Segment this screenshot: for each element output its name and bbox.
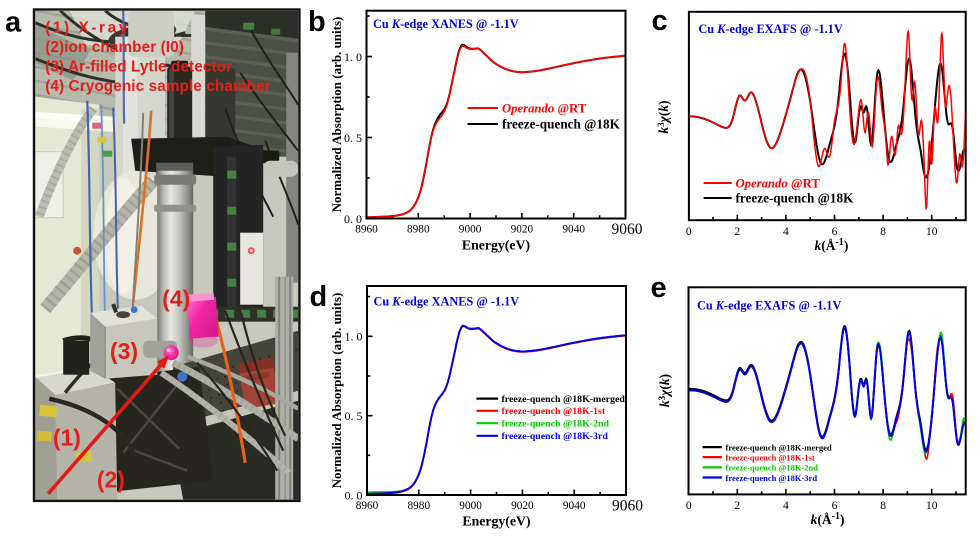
svg-text:Operando @RT: Operando @RT bbox=[736, 176, 821, 190]
svg-text:8: 8 bbox=[880, 500, 886, 512]
svg-text:4: 4 bbox=[783, 226, 789, 238]
svg-text:Cu K-edge XANES @ -1.1V: Cu K-edge XANES @ -1.1V bbox=[373, 17, 519, 31]
svg-text:d: d bbox=[310, 281, 328, 313]
svg-text:Operando @RT: Operando @RT bbox=[502, 101, 587, 115]
svg-text:freeze-quench @18K-3rd: freeze-quench @18K-3rd bbox=[726, 473, 818, 483]
svg-text:k(Å-1): k(Å-1) bbox=[814, 237, 848, 253]
svg-text:6: 6 bbox=[832, 226, 838, 238]
svg-text:c: c bbox=[652, 5, 668, 37]
svg-text:0. 0: 0. 0 bbox=[344, 212, 362, 226]
svg-text:e: e bbox=[651, 272, 667, 304]
svg-text:(1) X-ray: (1) X-ray bbox=[45, 20, 130, 37]
svg-text:Normalized Absorption (arb. un: Normalized Absorption (arb. units) bbox=[329, 17, 344, 213]
svg-text:k3χ(k): k3χ(k) bbox=[657, 374, 672, 407]
svg-text:2: 2 bbox=[734, 500, 740, 512]
svg-text:freeze-quench @18K-merged: freeze-quench @18K-merged bbox=[726, 442, 832, 452]
svg-text:freeze-quench @18K-1st: freeze-quench @18K-1st bbox=[726, 452, 815, 462]
svg-text:Cu K-edge XANES @ -1.1V: Cu K-edge XANES @ -1.1V bbox=[374, 295, 520, 309]
svg-text:0. 5: 0. 5 bbox=[344, 131, 362, 145]
svg-text:8980: 8980 bbox=[408, 500, 431, 512]
svg-text:8980: 8980 bbox=[407, 224, 430, 236]
svg-text:(3): (3) bbox=[110, 338, 138, 364]
svg-text:(2)ion chamber (I0): (2)ion chamber (I0) bbox=[45, 39, 184, 56]
svg-text:9000: 9000 bbox=[459, 224, 482, 236]
svg-text:Energy(eV): Energy(eV) bbox=[462, 237, 530, 253]
svg-text:6: 6 bbox=[832, 500, 838, 512]
svg-text:9060: 9060 bbox=[612, 221, 643, 238]
svg-text:freeze-quench @18K-merged: freeze-quench @18K-merged bbox=[502, 394, 626, 405]
svg-text:freeze-quench @18K-2nd: freeze-quench @18K-2nd bbox=[726, 463, 819, 473]
svg-text:k(Å-1): k(Å-1) bbox=[811, 511, 845, 527]
svg-text:Cu K-edge EXAFS @ -1.1V: Cu K-edge EXAFS @ -1.1V bbox=[698, 22, 842, 36]
svg-text:9020: 9020 bbox=[511, 500, 534, 512]
svg-text:8: 8 bbox=[880, 226, 886, 238]
svg-text:0: 0 bbox=[686, 500, 692, 512]
svg-text:1. 0: 1. 0 bbox=[345, 330, 363, 344]
svg-text:2: 2 bbox=[734, 226, 740, 238]
svg-text:freeze-quench @18K-2nd: freeze-quench @18K-2nd bbox=[502, 419, 610, 430]
svg-text:10: 10 bbox=[926, 500, 938, 512]
svg-text:8960: 8960 bbox=[355, 224, 378, 236]
svg-text:9000: 9000 bbox=[459, 500, 482, 512]
svg-text:(4): (4) bbox=[162, 285, 190, 311]
svg-text:Cu K-edge EXAFS @ -1.1V: Cu K-edge EXAFS @ -1.1V bbox=[697, 299, 841, 313]
svg-text:9020: 9020 bbox=[511, 224, 534, 236]
svg-text:(2): (2) bbox=[97, 467, 125, 493]
svg-text:b: b bbox=[308, 6, 326, 38]
svg-text:Energy(eV): Energy(eV) bbox=[462, 514, 530, 530]
svg-text:freeze-quench @18K: freeze-quench @18K bbox=[736, 190, 855, 205]
svg-text:(4) Cryogenic sample chamber: (4) Cryogenic sample chamber bbox=[45, 78, 271, 95]
svg-text:0. 5: 0. 5 bbox=[345, 409, 363, 423]
svg-text:9040: 9040 bbox=[562, 224, 585, 236]
svg-text:freeze-quench @18K-3rd: freeze-quench @18K-3rd bbox=[502, 431, 609, 442]
svg-text:a: a bbox=[5, 7, 22, 39]
svg-text:10: 10 bbox=[926, 226, 938, 238]
svg-text:8960: 8960 bbox=[356, 500, 379, 512]
svg-text:k3χ(k): k3χ(k) bbox=[656, 100, 671, 133]
svg-text:0: 0 bbox=[686, 226, 692, 238]
svg-text:9060: 9060 bbox=[612, 498, 643, 515]
svg-text:0. 0: 0. 0 bbox=[345, 488, 363, 502]
svg-text:9040: 9040 bbox=[563, 500, 586, 512]
svg-text:Normalized Absorption (arb. un: Normalized Absorption (arb. units) bbox=[329, 293, 344, 489]
svg-text:(3) Ar-filled Lytle detector: (3) Ar-filled Lytle detector bbox=[45, 59, 232, 76]
svg-text:4: 4 bbox=[783, 500, 789, 512]
svg-text:(1): (1) bbox=[53, 425, 81, 451]
svg-text:1. 0: 1. 0 bbox=[344, 50, 362, 64]
svg-text:freeze-quench @18K: freeze-quench @18K bbox=[502, 116, 621, 131]
svg-text:freeze-quench @18K-1st: freeze-quench @18K-1st bbox=[502, 406, 606, 417]
